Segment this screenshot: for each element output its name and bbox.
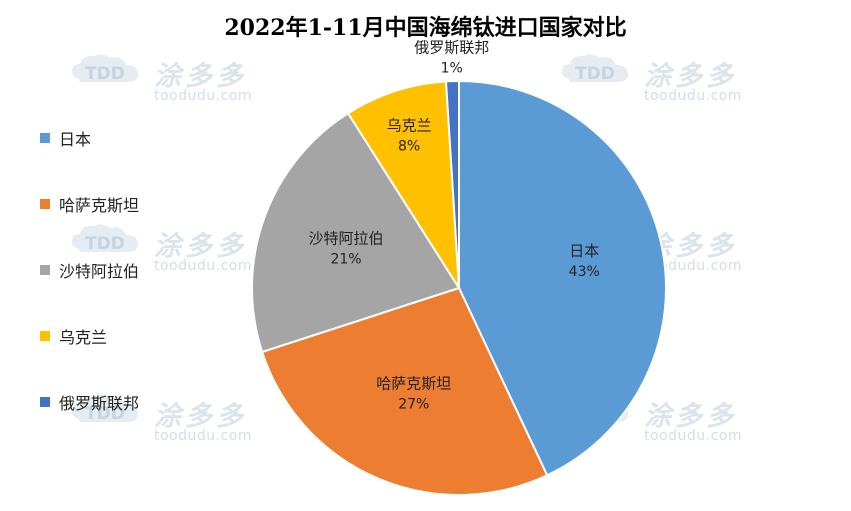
slice-category-label: 乌克兰 bbox=[387, 116, 432, 134]
svg-text:TDD: TDD bbox=[85, 64, 125, 84]
tdd-logo-icon: TDD bbox=[72, 54, 138, 84]
tdd-logo-icon: TDD bbox=[562, 54, 628, 84]
watermark-brand: 涂多多 bbox=[644, 401, 737, 432]
legend-item: 乌克兰 bbox=[40, 326, 200, 347]
slice-category-label: 日本 bbox=[569, 242, 599, 260]
pie-slice-4 bbox=[346, 80, 460, 289]
svg-text:TDD: TDD bbox=[575, 64, 615, 84]
watermark-brand: 涂多多 bbox=[154, 231, 247, 262]
watermark-url: toodudu.com bbox=[154, 428, 252, 444]
pie-labels: 日本 43% 哈萨克斯坦 27% 沙特阿拉伯 21% 乌克兰 8% 俄罗斯联邦 1% bbox=[309, 38, 600, 412]
slice-category-label: 俄罗斯联邦 bbox=[414, 38, 489, 56]
legend-item: 日本 bbox=[40, 128, 200, 149]
watermark-url: toodudu.com bbox=[154, 258, 252, 274]
watermark-url: toodudu.com bbox=[644, 428, 742, 444]
legend-label: 沙特阿拉伯 bbox=[59, 262, 140, 281]
legend-item: 哈萨克斯坦 bbox=[40, 194, 200, 215]
legend-label: 乌克兰 bbox=[59, 328, 108, 347]
legend-item: 俄罗斯联邦 bbox=[40, 392, 200, 413]
pie-slices bbox=[251, 79, 667, 496]
legend-label: 哈萨克斯坦 bbox=[59, 196, 140, 215]
watermark-brand: 涂多多 bbox=[644, 61, 737, 92]
svg-text:TDD: TDD bbox=[85, 234, 125, 254]
pie-slice-3 bbox=[251, 111, 461, 354]
legend-label: 俄罗斯联邦 bbox=[59, 394, 140, 413]
slice-value-label: 1% bbox=[441, 60, 463, 76]
legend-swatch bbox=[40, 397, 50, 407]
chart-title: 2022年1-11月中国海绵钛进口国家对比 bbox=[224, 15, 627, 41]
svg-text:TDD: TDD bbox=[85, 404, 125, 424]
legend-item: 沙特阿拉伯 bbox=[40, 260, 200, 281]
pie-slice-5 bbox=[444, 79, 460, 289]
slice-value-label: 27% bbox=[398, 396, 429, 412]
legend-label: 日本 bbox=[59, 130, 92, 149]
slice-value-label: 8% bbox=[398, 138, 420, 154]
legend-swatch bbox=[40, 199, 50, 209]
pie-slice-1 bbox=[458, 79, 667, 477]
legend-swatch bbox=[40, 265, 50, 275]
slice-value-label: 43% bbox=[569, 264, 600, 280]
pie-slice-2 bbox=[260, 286, 549, 496]
tdd-logo-icon: TDD bbox=[72, 224, 138, 254]
watermark-brand: 涂多多 bbox=[154, 61, 247, 92]
slice-value-label: 21% bbox=[330, 251, 361, 267]
slice-category-label: 哈萨克斯坦 bbox=[376, 374, 451, 392]
slice-category-label: 沙特阿拉伯 bbox=[309, 229, 384, 247]
legend-swatch bbox=[40, 331, 50, 341]
watermark-url: toodudu.com bbox=[154, 88, 252, 104]
tdd-logo-icon: TDD bbox=[72, 394, 138, 424]
watermark-brand: 涂多多 bbox=[154, 401, 247, 432]
legend-swatch bbox=[40, 133, 50, 143]
watermark-url: toodudu.com bbox=[644, 88, 742, 104]
watermark-url: toodudu.com bbox=[644, 258, 742, 274]
